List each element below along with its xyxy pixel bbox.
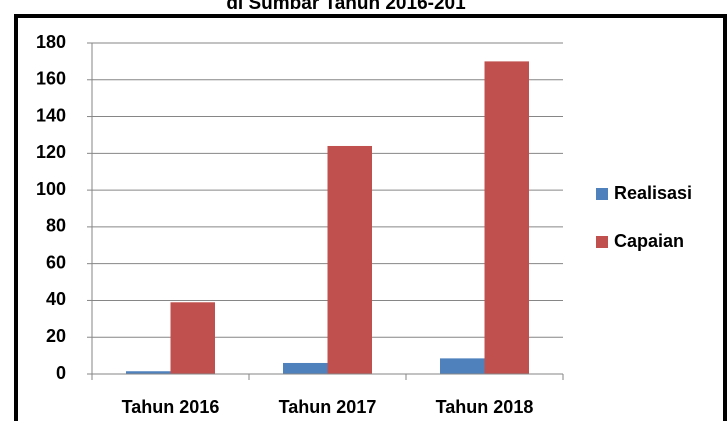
y-tick-label: 20 — [46, 326, 66, 346]
y-tick-label: 40 — [46, 289, 66, 309]
bar — [126, 371, 171, 374]
y-tick-label: 180 — [36, 32, 66, 52]
title-background — [150, 0, 550, 13]
chart-frame — [14, 14, 727, 421]
y-tick-label: 100 — [36, 179, 66, 199]
bar — [440, 358, 485, 374]
legend-label: Realisasi — [614, 183, 692, 203]
x-tick-label: Tahun 2016 — [122, 397, 220, 417]
legend-swatch — [596, 188, 608, 200]
y-tick-label: 160 — [36, 69, 66, 89]
bar — [484, 61, 529, 375]
chart-title: di Sumbar Tahun 2016-201 — [226, 0, 466, 14]
y-tick-label: 80 — [46, 216, 66, 236]
y-tick-label: 0 — [56, 363, 66, 383]
bar — [283, 362, 328, 374]
x-tick-label: Tahun 2018 — [436, 397, 534, 417]
x-tick-label: Tahun 2017 — [279, 397, 377, 417]
bar — [327, 145, 372, 374]
y-tick-label: 140 — [36, 105, 66, 125]
legend-label: Capaian — [614, 231, 684, 251]
y-tick-label: 120 — [36, 142, 66, 162]
y-tick-label: 60 — [46, 252, 66, 272]
legend-swatch — [596, 236, 608, 248]
bar — [170, 302, 215, 374]
